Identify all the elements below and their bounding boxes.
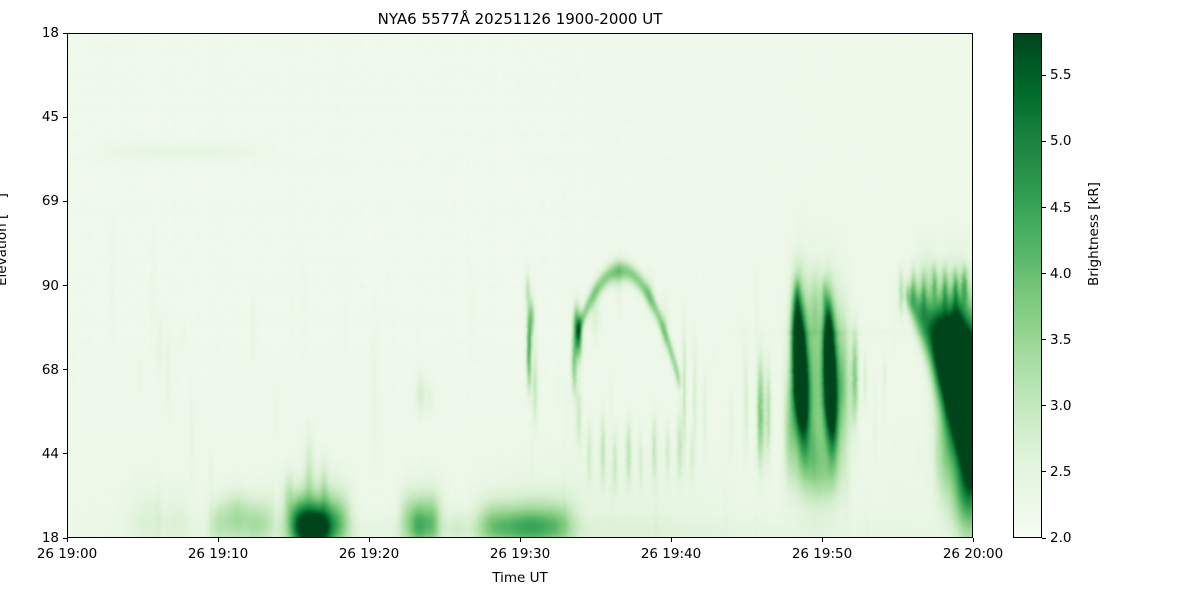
y-tick-label: 18 (41, 530, 59, 546)
colorbar-tick-label: 2.5 (1050, 463, 1072, 480)
x-axis-label: Time UT (492, 570, 548, 586)
colorbar-tick-label: 3.0 (1050, 397, 1072, 414)
x-tick-mark (972, 538, 974, 542)
y-tick-mark (63, 453, 67, 455)
colorbar-tick-mark (1042, 405, 1046, 407)
x-tick-mark (519, 538, 521, 542)
colorbar-tick-label: 2.0 (1050, 530, 1072, 546)
y-tick-label: 18 (41, 25, 59, 41)
colorbar-tick-mark (1042, 273, 1046, 275)
y-tick-mark (63, 369, 67, 371)
x-tick-label: 26 19:40 (640, 546, 702, 562)
x-tick-label: 26 19:20 (338, 546, 400, 562)
y-tick-mark (63, 200, 67, 202)
x-tick-mark (217, 538, 219, 542)
y-tick-label: 69 (41, 193, 59, 210)
colorbar-tick-mark (1042, 140, 1046, 142)
x-tick-label: 26 19:10 (187, 546, 249, 562)
colorbar-tick-mark (1042, 537, 1046, 539)
colorbar-tick-label: 5.5 (1050, 67, 1072, 84)
keogram-image (68, 34, 972, 537)
colorbar[interactable] (1013, 33, 1042, 538)
y-tick-label: 44 (41, 445, 59, 462)
keogram-plot-area[interactable] (67, 33, 973, 538)
colorbar-gradient (1014, 34, 1041, 537)
x-tick-label: 26 19:00 (36, 546, 98, 562)
x-tick-mark (670, 538, 672, 542)
y-tick-mark (63, 537, 67, 539)
colorbar-tick-mark (1042, 207, 1046, 209)
x-tick-mark (821, 538, 823, 542)
x-tick-mark (368, 538, 370, 542)
y-tick-label: 45 (41, 109, 59, 126)
y-tick-label: 90 (41, 277, 59, 294)
y-axis-label: Elevation [ ° ] (0, 193, 10, 286)
colorbar-tick-label: 4.0 (1050, 265, 1072, 282)
colorbar-tick-mark (1042, 74, 1046, 76)
colorbar-tick-label: 5.0 (1050, 133, 1072, 150)
colorbar-tick-mark (1042, 339, 1046, 341)
y-tick-mark (63, 285, 67, 287)
page-title: NYA6 5577Å 20251126 1900-2000 UT (377, 10, 663, 28)
colorbar-tick-label: 3.5 (1050, 331, 1072, 348)
y-tick-label: 68 (41, 361, 59, 378)
x-tick-label: 26 20:00 (942, 546, 1004, 562)
colorbar-label: Brightness [kR] (1086, 182, 1102, 286)
x-tick-label: 26 19:30 (489, 546, 551, 562)
colorbar-tick-label: 4.5 (1050, 199, 1072, 216)
x-tick-label: 26 19:50 (791, 546, 853, 562)
x-tick-mark (66, 538, 68, 542)
colorbar-tick-mark (1042, 471, 1046, 473)
y-tick-mark (63, 116, 67, 118)
y-tick-mark (63, 32, 67, 34)
